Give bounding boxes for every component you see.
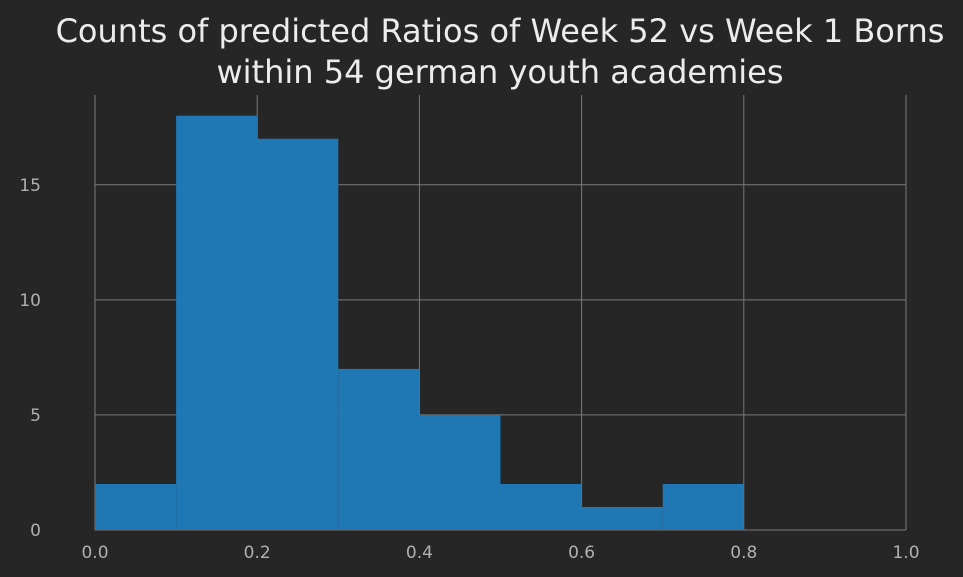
histogram-bar-6 [581, 506, 663, 530]
tick-label-layer: 0.0 0.2 0.4 0.6 0.8 1.0 0 5 10 15 [19, 176, 919, 563]
histogram-bar-7 [662, 483, 744, 530]
histogram-bar-4 [419, 414, 501, 530]
x-tick-label-4: 0.8 [730, 543, 757, 563]
histogram-bar-5 [500, 483, 582, 530]
x-tick-label-3: 0.6 [568, 543, 595, 563]
bar-layer [95, 115, 744, 530]
x-tick-label-1: 0.2 [244, 543, 271, 563]
chart-title-line-1: Counts of predicted Ratios of Week 52 vs… [56, 12, 945, 50]
x-tick-label-0: 0.0 [81, 543, 108, 563]
histogram-bar-2 [257, 138, 339, 530]
x-tick-label-5: 1.0 [892, 543, 919, 563]
y-tick-label-1: 5 [30, 406, 41, 426]
histogram-bar-1 [176, 115, 258, 530]
y-tick-label-3: 15 [19, 176, 41, 196]
y-tick-label-2: 10 [19, 291, 41, 311]
chart-title-line-2: within 54 german youth academies [217, 53, 784, 91]
x-tick-label-2: 0.4 [406, 543, 433, 563]
histogram-bar-3 [338, 368, 420, 530]
histogram-bar-0 [95, 483, 177, 530]
y-tick-label-0: 0 [30, 521, 41, 541]
